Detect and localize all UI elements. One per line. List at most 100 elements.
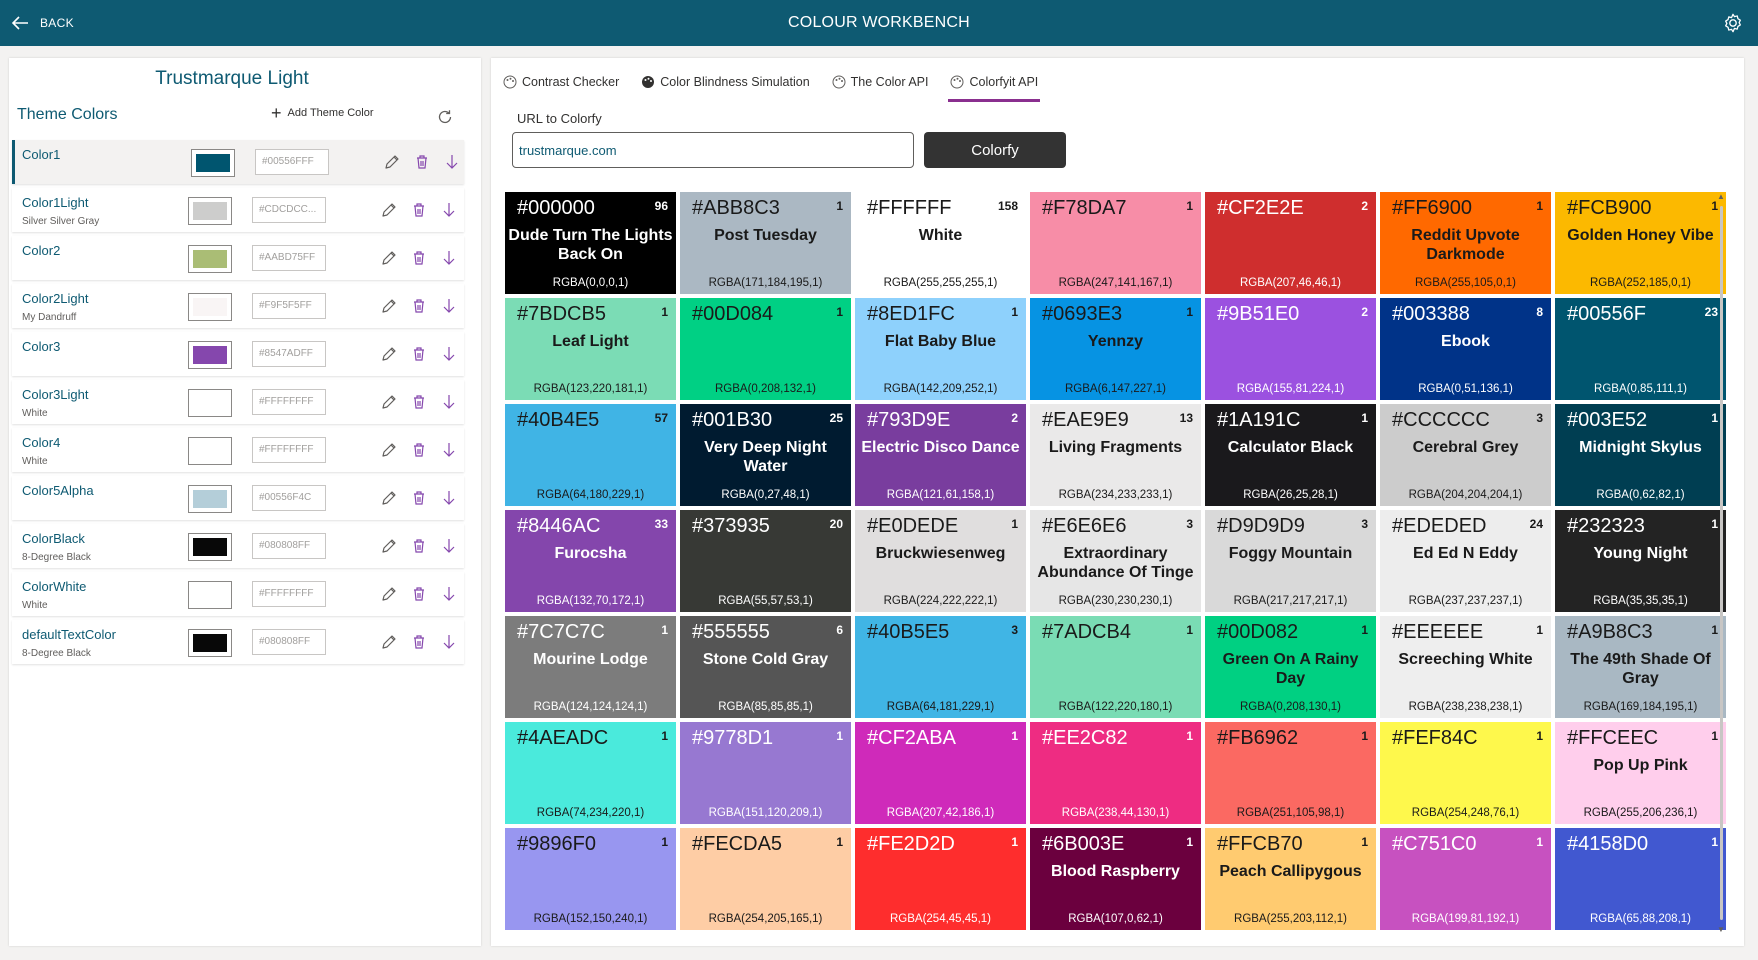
arrow-down-icon[interactable] [440, 249, 458, 267]
color-swatch-card[interactable]: #7BDCB5 1 Leaf Light RGBA(123,220,181,1) [505, 298, 676, 400]
back-button[interactable]: BACK [10, 0, 74, 46]
hex-value-field[interactable]: #080808FF [252, 533, 326, 559]
color-swatch-card[interactable]: #EE2C82 1 RGBA(238,44,130,1) [1030, 722, 1201, 824]
color-swatch-card[interactable]: #00D084 1 RGBA(0,208,132,1) [680, 298, 851, 400]
color-swatch-card[interactable]: #C751C0 1 RGBA(199,81,192,1) [1380, 828, 1551, 930]
gear-icon[interactable] [1722, 12, 1744, 34]
color-swatch-card[interactable]: #E0DEDE 1 Bruckwiesenweg RGBA(224,222,222,1… [855, 510, 1026, 612]
theme-color-row[interactable]: Color4 White #FFFFFFFF [12, 428, 464, 472]
theme-color-row[interactable]: Color1 #00556FFF [12, 140, 464, 184]
trash-icon[interactable] [410, 249, 428, 267]
trash-icon[interactable] [410, 537, 428, 555]
color-swatch-card[interactable]: #CCCCCC 3 Cerebral Grey RGBA(204,204,204,1) [1380, 404, 1551, 506]
colorfy-button[interactable]: Colorfy [924, 132, 1066, 168]
arrow-down-icon[interactable] [440, 345, 458, 363]
color-swatch-card[interactable]: #6B003E 1 Blood Raspberry RGBA(107,0,62,1) [1030, 828, 1201, 930]
theme-color-row[interactable]: Color2 #AABD75FF [12, 236, 464, 280]
color-swatch-card[interactable]: #EEEEEE 1 Screeching White RGBA(238,238,238… [1380, 616, 1551, 718]
pencil-icon[interactable] [380, 441, 398, 459]
color-swatch-card[interactable]: #40B4E5 57 RGBA(64,180,229,1) [505, 404, 676, 506]
color-swatch-card[interactable]: #232323 1 Young Night RGBA(35,35,35,1) [1555, 510, 1726, 612]
trash-icon[interactable] [410, 393, 428, 411]
theme-color-row[interactable]: ColorBlack 8-Degree Black #080808FF [12, 524, 464, 568]
tab-colorfyit-api[interactable]: Colorfyit API [948, 68, 1041, 102]
grid-scrollbar[interactable]: ▲ ▼ [1716, 192, 1728, 934]
trash-icon[interactable] [410, 441, 428, 459]
color-swatch-card[interactable]: #FFCEEC 1 Pop Up Pink RGBA(255,206,236,1) [1555, 722, 1726, 824]
arrow-down-icon[interactable] [440, 633, 458, 651]
color-swatch-card[interactable]: #9896F0 1 RGBA(152,150,240,1) [505, 828, 676, 930]
color-swatch-card[interactable]: #40B5E5 3 RGBA(64,181,229,1) [855, 616, 1026, 718]
color-swatch-card[interactable]: #003388 8 Ebook RGBA(0,51,136,1) [1380, 298, 1551, 400]
color-swatch[interactable] [188, 389, 232, 417]
color-swatch-card[interactable]: #EDEDED 24 Ed Ed N Eddy RGBA(237,237,237,1) [1380, 510, 1551, 612]
tab-contrast-checker[interactable]: Contrast Checker [503, 68, 619, 96]
trash-icon[interactable] [410, 297, 428, 315]
arrow-down-icon[interactable] [440, 585, 458, 603]
hex-value-field[interactable]: #080808FF [252, 629, 326, 655]
add-theme-color-button[interactable]: + Add Theme Color [271, 104, 374, 122]
hex-value-field[interactable]: #FFFFFFFF [252, 581, 326, 607]
color-swatch-card[interactable]: #0693E3 1 Yennzy RGBA(6,147,227,1) [1030, 298, 1201, 400]
hex-value-field[interactable]: #F9F5F5FF [252, 293, 326, 319]
arrow-down-icon[interactable] [440, 441, 458, 459]
pencil-icon[interactable] [380, 537, 398, 555]
hex-value-field[interactable]: #AABD75FF [252, 245, 326, 271]
hex-value-field[interactable]: #00556FFF [255, 149, 329, 175]
color-swatch[interactable] [191, 149, 235, 177]
color-swatch[interactable] [188, 485, 232, 513]
trash-icon[interactable] [410, 585, 428, 603]
color-swatch-card[interactable]: #FF6900 1 Reddit Upvote Darkmode RGBA(255,1… [1380, 192, 1551, 294]
color-swatch-card[interactable]: #F78DA7 1 RGBA(247,141,167,1) [1030, 192, 1201, 294]
pencil-icon[interactable] [380, 297, 398, 315]
scroll-up-icon[interactable]: ▲ [1717, 192, 1725, 201]
color-swatch-card[interactable]: #FE2D2D 1 RGBA(254,45,45,1) [855, 828, 1026, 930]
hex-value-field[interactable]: #8547ADFF [252, 341, 326, 367]
color-swatch-card[interactable]: #000000 96 Dude Turn The Lights Back On RGB… [505, 192, 676, 294]
color-swatch-card[interactable]: #00D082 1 Green On A Rainy Day RGBA(0,208,1… [1205, 616, 1376, 718]
tab-color-blindness-simulation[interactable]: Color Blindness Simulation [641, 68, 810, 96]
color-swatch[interactable] [188, 245, 232, 273]
url-input[interactable] [512, 132, 914, 168]
pencil-icon[interactable] [380, 249, 398, 267]
pencil-icon[interactable] [383, 153, 401, 171]
pencil-icon[interactable] [380, 585, 398, 603]
hex-value-field[interactable]: #FFFFFFFF [252, 437, 326, 463]
color-swatch-card[interactable]: #373935 20 RGBA(55,57,53,1) [680, 510, 851, 612]
color-swatch[interactable] [188, 629, 232, 657]
color-swatch[interactable] [188, 581, 232, 609]
theme-color-row[interactable]: defaultTextColor 8-Degree Black #080808FF [12, 620, 464, 664]
pencil-icon[interactable] [380, 633, 398, 651]
color-swatch-card[interactable]: #FEF84C 1 RGBA(254,248,76,1) [1380, 722, 1551, 824]
color-swatch-card[interactable]: #1A191C 1 Calculator Black RGBA(26,25,28,1) [1205, 404, 1376, 506]
trash-icon[interactable] [410, 201, 428, 219]
color-swatch-card[interactable]: #8446AC 33 Furocsha RGBA(132,70,172,1) [505, 510, 676, 612]
pencil-icon[interactable] [380, 393, 398, 411]
theme-color-row[interactable]: ColorWhite White #FFFFFFFF [12, 572, 464, 616]
hex-value-field[interactable]: #FFFFFFFF [252, 389, 326, 415]
theme-color-row[interactable]: Color1Light Silver Silver Gray #CDCDCC... [12, 188, 464, 232]
color-swatch-card[interactable]: #CF2E2E 2 RGBA(207,46,46,1) [1205, 192, 1376, 294]
color-swatch-card[interactable]: #EAE9E9 13 Living Fragments RGBA(234,233,23… [1030, 404, 1201, 506]
color-swatch[interactable] [188, 197, 232, 225]
color-swatch-card[interactable]: #4AEADC 1 RGBA(74,234,220,1) [505, 722, 676, 824]
color-swatch-card[interactable]: #7ADCB4 1 RGBA(122,220,180,1) [1030, 616, 1201, 718]
color-swatch[interactable] [188, 533, 232, 561]
color-swatch-card[interactable]: #9B51E0 2 RGBA(155,81,224,1) [1205, 298, 1376, 400]
arrow-down-icon[interactable] [443, 153, 461, 171]
arrow-down-icon[interactable] [440, 297, 458, 315]
color-swatch[interactable] [188, 293, 232, 321]
color-swatch-card[interactable]: #8ED1FC 1 Flat Baby Blue RGBA(142,209,252,1… [855, 298, 1026, 400]
color-swatch-card[interactable]: #003E52 1 Midnight Skylus RGBA(0,62,82,1) [1555, 404, 1726, 506]
color-swatch-card[interactable]: #793D9E 2 Electric Disco Dance RGBA(121,61,… [855, 404, 1026, 506]
hex-value-field[interactable]: #00556F4C [252, 485, 326, 511]
color-swatch-card[interactable]: #FCB900 1 Golden Honey Vibe RGBA(252,185,0,… [1555, 192, 1726, 294]
color-swatch-card[interactable]: #FB6962 1 RGBA(251,105,98,1) [1205, 722, 1376, 824]
hex-value-field[interactable]: #CDCDCC... [252, 197, 326, 223]
color-swatch-card[interactable]: #555555 6 Stone Cold Gray RGBA(85,85,85,1) [680, 616, 851, 718]
color-swatch-card[interactable]: #9778D1 1 RGBA(151,120,209,1) [680, 722, 851, 824]
trash-icon[interactable] [410, 489, 428, 507]
color-swatch-card[interactable]: #7C7C7C 1 Mourine Lodge RGBA(124,124,124,1) [505, 616, 676, 718]
color-swatch-card[interactable]: #001B30 25 Very Deep Night Water RGBA(0,27,… [680, 404, 851, 506]
color-swatch[interactable] [188, 341, 232, 369]
